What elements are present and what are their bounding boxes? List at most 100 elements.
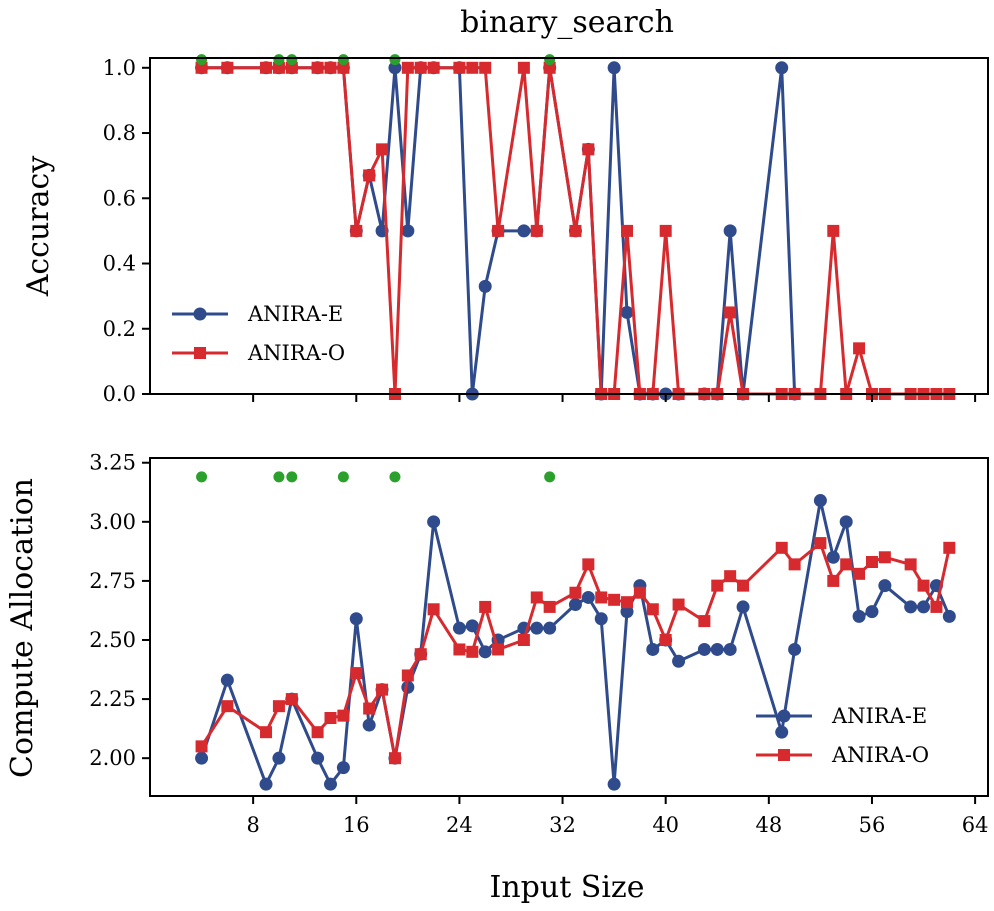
compute-anira-o-point (492, 643, 505, 656)
compute-anira-o-point (543, 600, 556, 613)
compute-anira-o-point (479, 600, 492, 613)
accuracy-y-axis-label: Accuracy (21, 156, 56, 298)
compute-anira-o-point (659, 634, 672, 646)
compute-anira-e-point (427, 515, 441, 529)
x-tick-label: 64 (962, 813, 989, 837)
accuracy-anira-e-point (517, 224, 531, 238)
compute-green-marker (286, 471, 298, 483)
compute-anira-o-point (724, 570, 737, 583)
compute-anira-o-point (878, 551, 891, 564)
compute-anira-e-point (736, 600, 750, 614)
compute-anira-o-point (517, 634, 530, 646)
accuracy-anira-o-point (195, 61, 208, 74)
accuracy-anira-o-point (659, 224, 672, 237)
accuracy-green-marker (273, 54, 285, 66)
compute-anira-e-point (568, 598, 582, 612)
accuracy-anira-o-point (350, 224, 363, 237)
compute-legend: ANIRA-E ANIRA-O (756, 704, 929, 767)
compute-anira-e-point (620, 605, 634, 619)
compute-anira-e-point (904, 600, 918, 614)
compute-anira-e-point (452, 621, 466, 635)
compute-anira-e-line (200, 499, 951, 786)
x-tick-label: 8 (246, 813, 259, 837)
legend-anira-e-marker (777, 709, 791, 723)
accuracy-anira-o-point (530, 224, 543, 237)
x-tick-label: 24 (446, 813, 473, 837)
compute-anira-o-point (260, 726, 273, 739)
compute-anira-o-point (595, 591, 608, 604)
compute-anira-o-point (569, 586, 582, 599)
accuracy-y-tick-label: 0.8 (103, 121, 136, 145)
accuracy-plot-content (195, 54, 956, 401)
x-tick-label: 56 (859, 813, 886, 837)
compute-anira-e-point (336, 761, 350, 775)
accuracy-anira-o-point (401, 61, 414, 74)
legend-anira-o-label: ANIRA-O (247, 341, 345, 365)
compute-green-marker (337, 471, 349, 483)
compute-anira-o-point (930, 600, 943, 613)
accuracy-anira-o-point (376, 143, 389, 156)
compute-anira-e-point (878, 579, 892, 593)
legend-anira-o-label: ANIRA-O (831, 743, 929, 767)
accuracy-green-marker (286, 54, 298, 66)
accuracy-anira-o-point (311, 61, 324, 74)
accuracy-y-tick-label: 0.4 (103, 252, 136, 276)
compute-anira-o-point (363, 702, 376, 715)
accuracy-anira-o-point (221, 61, 234, 74)
accuracy-anira-o-point (337, 61, 350, 74)
compute-ticks: 2.00 2.25 2.50 2.75 3.00 3.25 8 16 24 32 40 48 56 64 (89, 451, 988, 837)
legend-anira-o-marker (778, 749, 790, 761)
compute-anira-e-point (478, 645, 492, 659)
legend-anira-e-marker (193, 307, 207, 321)
compute-y-tick-label: 3.00 (89, 510, 136, 534)
accuracy-y-tick-label: 1.0 (103, 56, 136, 80)
accuracy-anira-e-point (388, 61, 402, 75)
compute-anira-e-point (220, 673, 234, 687)
compute-anira-e-point (917, 600, 931, 614)
accuracy-panel: 0.0 0.2 0.4 0.6 0.8 1.0 Accuracy ANIRA-E ANIR… (21, 54, 989, 406)
compute-green-marker (196, 471, 208, 483)
compute-green-marker (273, 471, 285, 483)
compute-anira-e-point (723, 642, 737, 656)
x-tick-label: 40 (652, 813, 679, 837)
compute-anira-o-point (285, 693, 298, 706)
compute-anira-o-point (775, 541, 788, 554)
accuracy-anira-o-point (479, 61, 492, 74)
compute-anira-o-point (814, 537, 827, 550)
legend-anira-e-label: ANIRA-E (247, 302, 343, 326)
accuracy-legend: ANIRA-E ANIRA-O (172, 302, 345, 365)
compute-anira-o-point (840, 558, 853, 571)
compute-y-tick-label: 2.00 (89, 746, 136, 770)
accuracy-anira-o-point (543, 61, 556, 74)
x-tick-label: 32 (549, 813, 576, 837)
compute-anira-o-point (853, 567, 866, 580)
compute-anira-o-point (865, 556, 878, 568)
accuracy-y-tick-label: 0.6 (103, 186, 136, 210)
compute-anira-o-point (401, 669, 414, 682)
x-axis-label: Input Size (490, 870, 645, 905)
compute-anira-o-point (221, 700, 234, 713)
compute-anira-o-point (376, 683, 389, 696)
x-tick-label: 48 (755, 813, 782, 837)
compute-anira-e-point (259, 777, 273, 791)
compute-anira-o-point (582, 558, 595, 571)
compute-axes-frame (149, 457, 989, 797)
compute-anira-e-point (942, 609, 956, 623)
compute-anira-o-point (943, 541, 956, 554)
compute-anira-e-point (865, 605, 879, 619)
compute-anira-o-point (672, 598, 685, 611)
compute-green-marker (389, 471, 401, 483)
compute-anira-o-point (608, 593, 621, 606)
compute-panel: 2.002.252.502.753.003.258 16 24 32 40 48 56 64 … (5, 451, 989, 837)
compute-anira-o-point (788, 558, 801, 571)
compute-anira-o-point (195, 740, 208, 753)
chart-title: binary_search (460, 5, 674, 40)
compute-anira-o-point (414, 648, 427, 661)
accuracy-anira-o-point (621, 224, 634, 237)
compute-anira-e-point (543, 621, 557, 635)
compute-anira-o-point (904, 558, 917, 571)
compute-anira-e-point (323, 777, 337, 791)
compute-anira-e-point (813, 494, 827, 508)
accuracy-anira-e-point (607, 61, 621, 75)
